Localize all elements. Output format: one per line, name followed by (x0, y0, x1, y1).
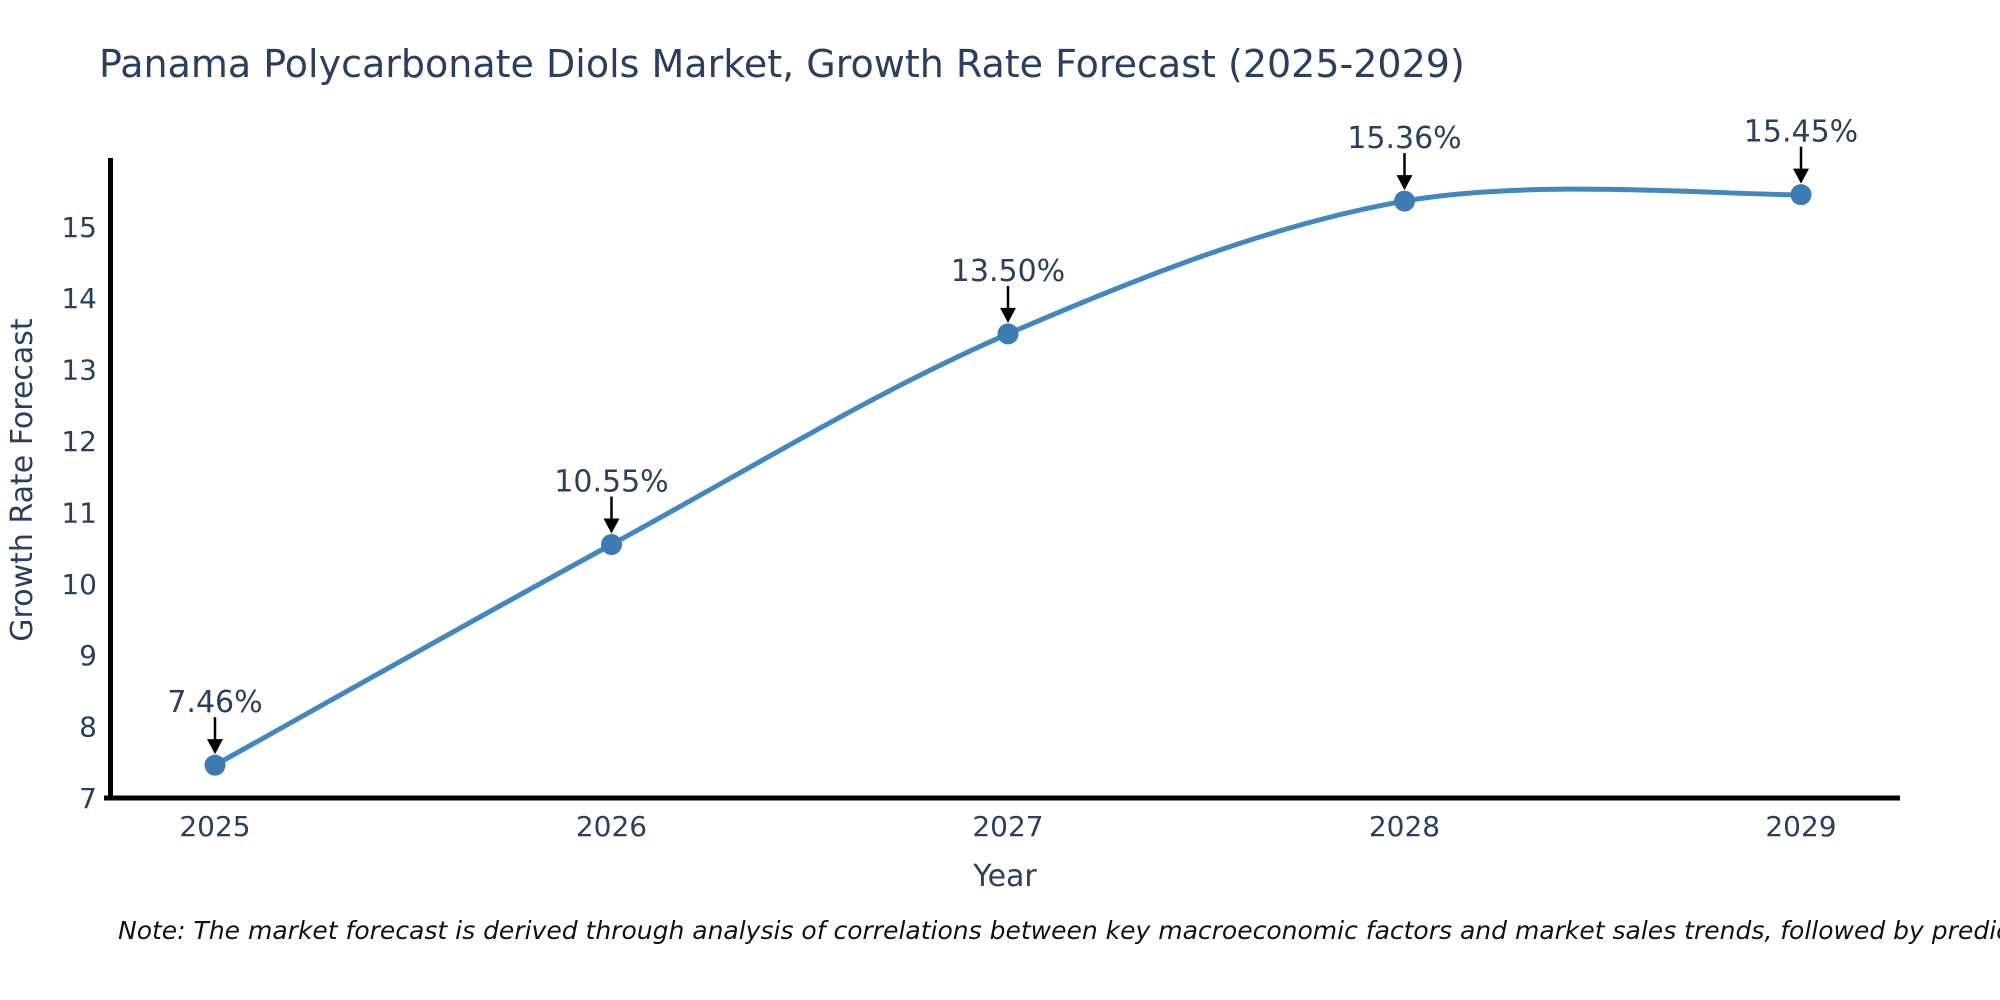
data-point-label: 15.36% (1347, 121, 1461, 156)
data-point-label: 15.45% (1744, 115, 1858, 150)
y-tick-label: 9 (79, 639, 97, 672)
x-tick-label: 2025 (179, 810, 250, 843)
footnote: Note: The market forecast is derived thr… (118, 916, 2000, 945)
x-axis-title: Year (972, 859, 1037, 894)
y-tick-label: 12 (61, 425, 97, 458)
data-point-marker (997, 323, 1019, 345)
annotation-arrow-head (603, 518, 620, 534)
data-point-label: 13.50% (951, 254, 1065, 289)
x-tick-label: 2027 (972, 810, 1043, 843)
y-tick-label: 15 (61, 211, 97, 244)
y-tick-label: 8 (79, 711, 97, 744)
annotation-arrow-head (207, 739, 223, 755)
chart-title: Panama Polycarbonate Diols Market, Growt… (99, 42, 1465, 86)
data-point-marker (204, 754, 226, 776)
y-tick-label: 14 (61, 282, 97, 315)
data-point-marker (1790, 184, 1812, 206)
data-point-marker (1394, 190, 1415, 212)
data-point-marker (601, 534, 622, 556)
x-tick-label: 2028 (1369, 810, 1440, 843)
y-tick-label: 10 (61, 568, 97, 601)
y-tick-label: 7 (79, 782, 97, 815)
data-point-label: 10.55% (554, 465, 668, 500)
annotation-arrow-head (1000, 307, 1016, 323)
annotation-arrow-head (1396, 175, 1413, 191)
x-tick-label: 2026 (576, 810, 647, 843)
annotation-arrow-head (1793, 168, 1809, 184)
y-tick-label: 11 (61, 496, 97, 529)
y-tick-label: 13 (61, 354, 97, 387)
data-point-label: 7.46% (167, 685, 262, 720)
x-tick-label: 2029 (1765, 810, 1836, 843)
y-axis-title: Growth Rate Forecast (5, 318, 40, 642)
